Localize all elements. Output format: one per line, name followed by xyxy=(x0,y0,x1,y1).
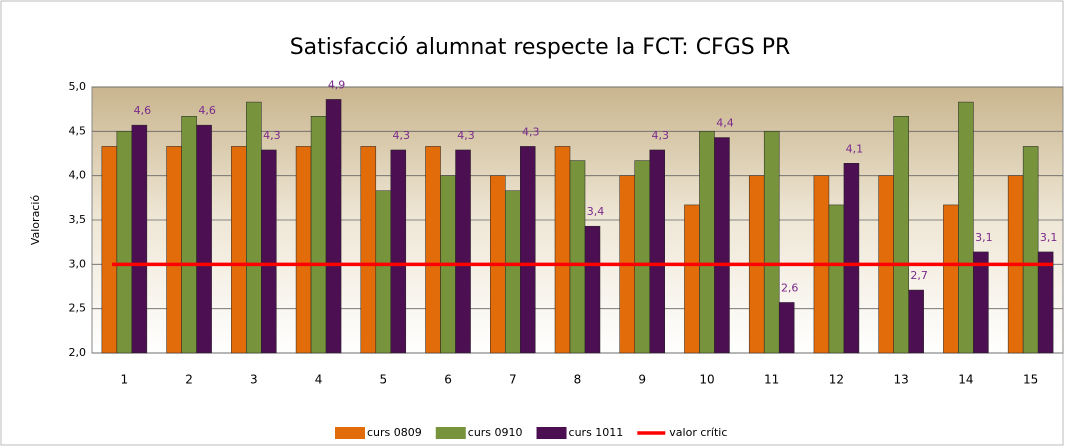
legend-label: valor crític xyxy=(669,426,727,439)
y-tick-label: 2,5 xyxy=(69,302,87,315)
bar xyxy=(116,131,133,354)
bar xyxy=(634,160,650,354)
bar xyxy=(325,99,342,354)
y-tick-label: 4,5 xyxy=(69,124,87,137)
x-tick-label: 8 xyxy=(574,373,582,387)
data-label: 4,3 xyxy=(457,129,475,142)
data-label: 2,7 xyxy=(910,269,928,282)
data-label: 4,3 xyxy=(522,125,540,138)
bar xyxy=(699,131,715,354)
x-tick-label: 7 xyxy=(509,373,517,387)
bar xyxy=(1037,251,1054,354)
data-label: 4,6 xyxy=(198,104,216,117)
x-tick-label: 15 xyxy=(1023,373,1038,387)
y-tick-label: 2,0 xyxy=(69,346,87,359)
bar xyxy=(360,146,377,354)
bar xyxy=(908,289,924,354)
bar xyxy=(231,146,247,354)
bar xyxy=(455,149,471,354)
bar xyxy=(166,146,182,354)
y-axis-label: Valoració xyxy=(29,195,42,246)
data-label: 4,9 xyxy=(328,78,346,91)
x-tick-label: 13 xyxy=(894,373,909,387)
x-tick-label: 12 xyxy=(829,373,844,387)
data-label: 4,6 xyxy=(134,104,152,117)
bar xyxy=(196,124,212,354)
bar xyxy=(520,146,536,354)
bar xyxy=(505,190,521,354)
data-label: 4,3 xyxy=(651,129,669,142)
data-label: 3,4 xyxy=(587,205,605,218)
x-tick-label: 2 xyxy=(185,373,193,387)
y-tick-label: 4,0 xyxy=(69,169,87,182)
bar xyxy=(958,101,974,354)
bar xyxy=(843,163,860,354)
x-tick-label: 11 xyxy=(764,373,779,387)
y-tick-label: 3,0 xyxy=(69,257,87,270)
legend-swatch xyxy=(536,427,567,439)
legend-swatch xyxy=(335,427,365,439)
x-tick-label: 9 xyxy=(638,373,646,387)
bar xyxy=(425,146,441,354)
bar xyxy=(778,302,795,354)
x-tick-label: 3 xyxy=(250,373,258,387)
legend-label: curs 1011 xyxy=(569,426,624,439)
bar xyxy=(943,204,959,354)
bar xyxy=(763,131,780,354)
bar xyxy=(310,116,327,354)
bar xyxy=(649,149,665,354)
data-label: 4,3 xyxy=(263,129,281,142)
bar xyxy=(261,149,277,354)
x-tick-label: 1 xyxy=(121,373,129,387)
x-tick-label: 5 xyxy=(379,373,387,387)
bar xyxy=(893,116,909,354)
data-label: 2,6 xyxy=(781,281,799,294)
bar xyxy=(828,204,845,354)
legend-swatch xyxy=(435,427,466,439)
x-tick-label: 14 xyxy=(958,373,973,387)
chart-title: Satisfacció alumnat respecte la FCT: CFG… xyxy=(290,35,791,60)
data-label: 4,4 xyxy=(716,117,734,130)
data-label: 3,1 xyxy=(975,231,993,244)
bar xyxy=(569,160,586,354)
bar xyxy=(101,146,118,354)
bar xyxy=(1022,146,1039,354)
bar xyxy=(390,149,407,354)
y-tick-label: 3,5 xyxy=(69,213,87,226)
legend-label: curs 0910 xyxy=(468,426,523,439)
data-label: 4,1 xyxy=(846,142,864,155)
bar xyxy=(584,225,601,354)
y-tick-label: 5,0 xyxy=(69,80,87,93)
bar xyxy=(131,124,148,354)
bar xyxy=(375,190,392,354)
bar xyxy=(181,116,197,354)
x-tick-label: 6 xyxy=(444,373,452,387)
legend-label: curs 0809 xyxy=(367,426,422,439)
bar xyxy=(246,101,262,354)
x-tick-label: 10 xyxy=(699,373,714,387)
bar xyxy=(295,146,312,354)
bar xyxy=(973,251,989,354)
data-label: 3,1 xyxy=(1040,231,1058,244)
x-tick-label: 4 xyxy=(315,373,323,387)
data-label: 4,3 xyxy=(393,129,411,142)
bar xyxy=(714,137,730,354)
bar xyxy=(684,204,700,354)
bar xyxy=(554,146,571,354)
